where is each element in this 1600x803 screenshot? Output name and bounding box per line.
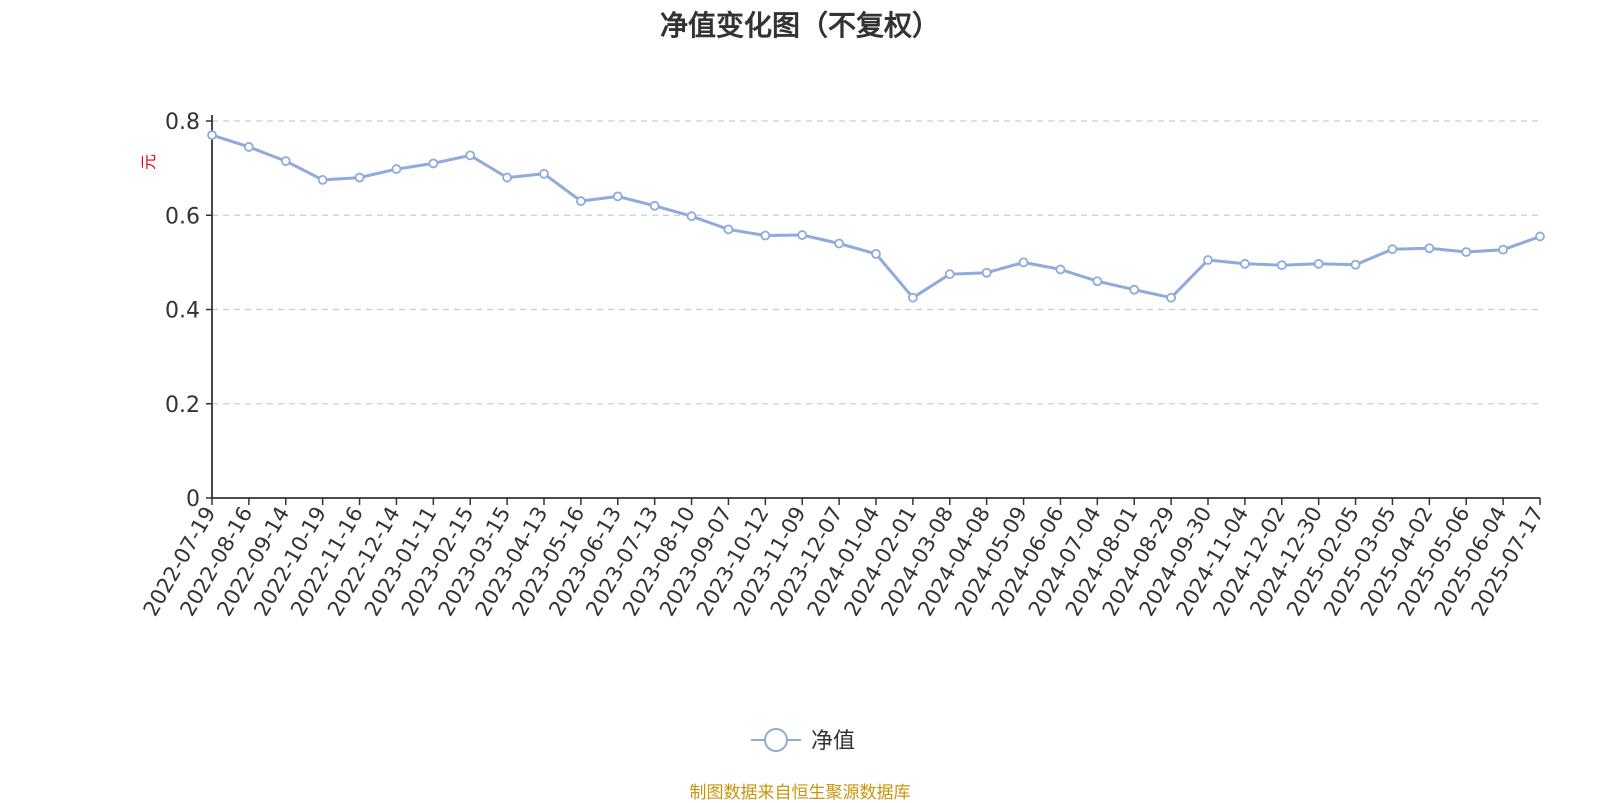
axes: 00.20.40.60.82022-07-192022-08-162022-09… <box>139 110 1549 620</box>
data-point[interactable] <box>354 172 365 183</box>
data-point[interactable] <box>981 267 992 278</box>
data-point[interactable] <box>1276 260 1287 271</box>
data-point[interactable] <box>502 172 513 183</box>
data-point[interactable] <box>797 230 808 240</box>
data-point[interactable] <box>1239 258 1250 269</box>
grid-lines <box>212 120 1540 405</box>
data-point[interactable] <box>207 130 217 141</box>
data-point[interactable] <box>1018 257 1029 268</box>
data-point[interactable] <box>1387 244 1398 255</box>
y-tick-label: 0.8 <box>165 110 200 135</box>
data-point[interactable] <box>317 175 328 185</box>
data-point[interactable] <box>871 248 881 259</box>
data-point[interactable] <box>1129 284 1140 295</box>
y-tick-label: 0.2 <box>165 393 200 418</box>
data-point[interactable] <box>1424 243 1435 254</box>
data-point[interactable] <box>723 224 734 235</box>
data-point[interactable] <box>907 292 918 303</box>
data-point[interactable] <box>1535 231 1545 242</box>
data-point[interactable] <box>760 230 771 241</box>
chart-title: 净值变化图（不复权） <box>659 9 940 42</box>
data-point[interactable] <box>1350 259 1361 270</box>
series-line-netvalue <box>211 133 1541 300</box>
data-point[interactable] <box>428 158 439 169</box>
data-point[interactable] <box>686 211 697 222</box>
data-point[interactable] <box>539 168 549 179</box>
data-point[interactable] <box>1055 264 1066 275</box>
data-source-note: 制图数据来自恒生聚源数据库 <box>689 783 911 803</box>
y-axis-unit-label: 元 <box>139 154 158 170</box>
data-point[interactable] <box>243 142 254 152</box>
legend-label-netvalue: 净值 <box>811 729 855 754</box>
data-point[interactable] <box>1461 247 1472 257</box>
data-point[interactable] <box>280 156 291 166</box>
y-tick-label: 0.6 <box>165 204 200 229</box>
data-point[interactable] <box>1313 258 1324 269</box>
legend[interactable]: 净值 <box>751 728 855 754</box>
data-point[interactable] <box>1166 292 1177 303</box>
data-point[interactable] <box>1498 244 1509 255</box>
data-point[interactable] <box>1203 255 1213 265</box>
data-point[interactable] <box>944 269 955 280</box>
data-point[interactable] <box>649 200 660 211</box>
legend-marker-icon <box>764 728 788 752</box>
y-tick-label: 0 <box>186 487 200 512</box>
series-layer <box>207 130 1545 303</box>
data-point[interactable] <box>1092 276 1103 287</box>
y-tick-label: 0.4 <box>165 299 200 324</box>
data-point[interactable] <box>575 196 586 207</box>
data-point[interactable] <box>465 150 476 161</box>
data-point[interactable] <box>612 191 623 202</box>
data-point[interactable] <box>391 164 402 174</box>
data-point[interactable] <box>834 238 845 249</box>
